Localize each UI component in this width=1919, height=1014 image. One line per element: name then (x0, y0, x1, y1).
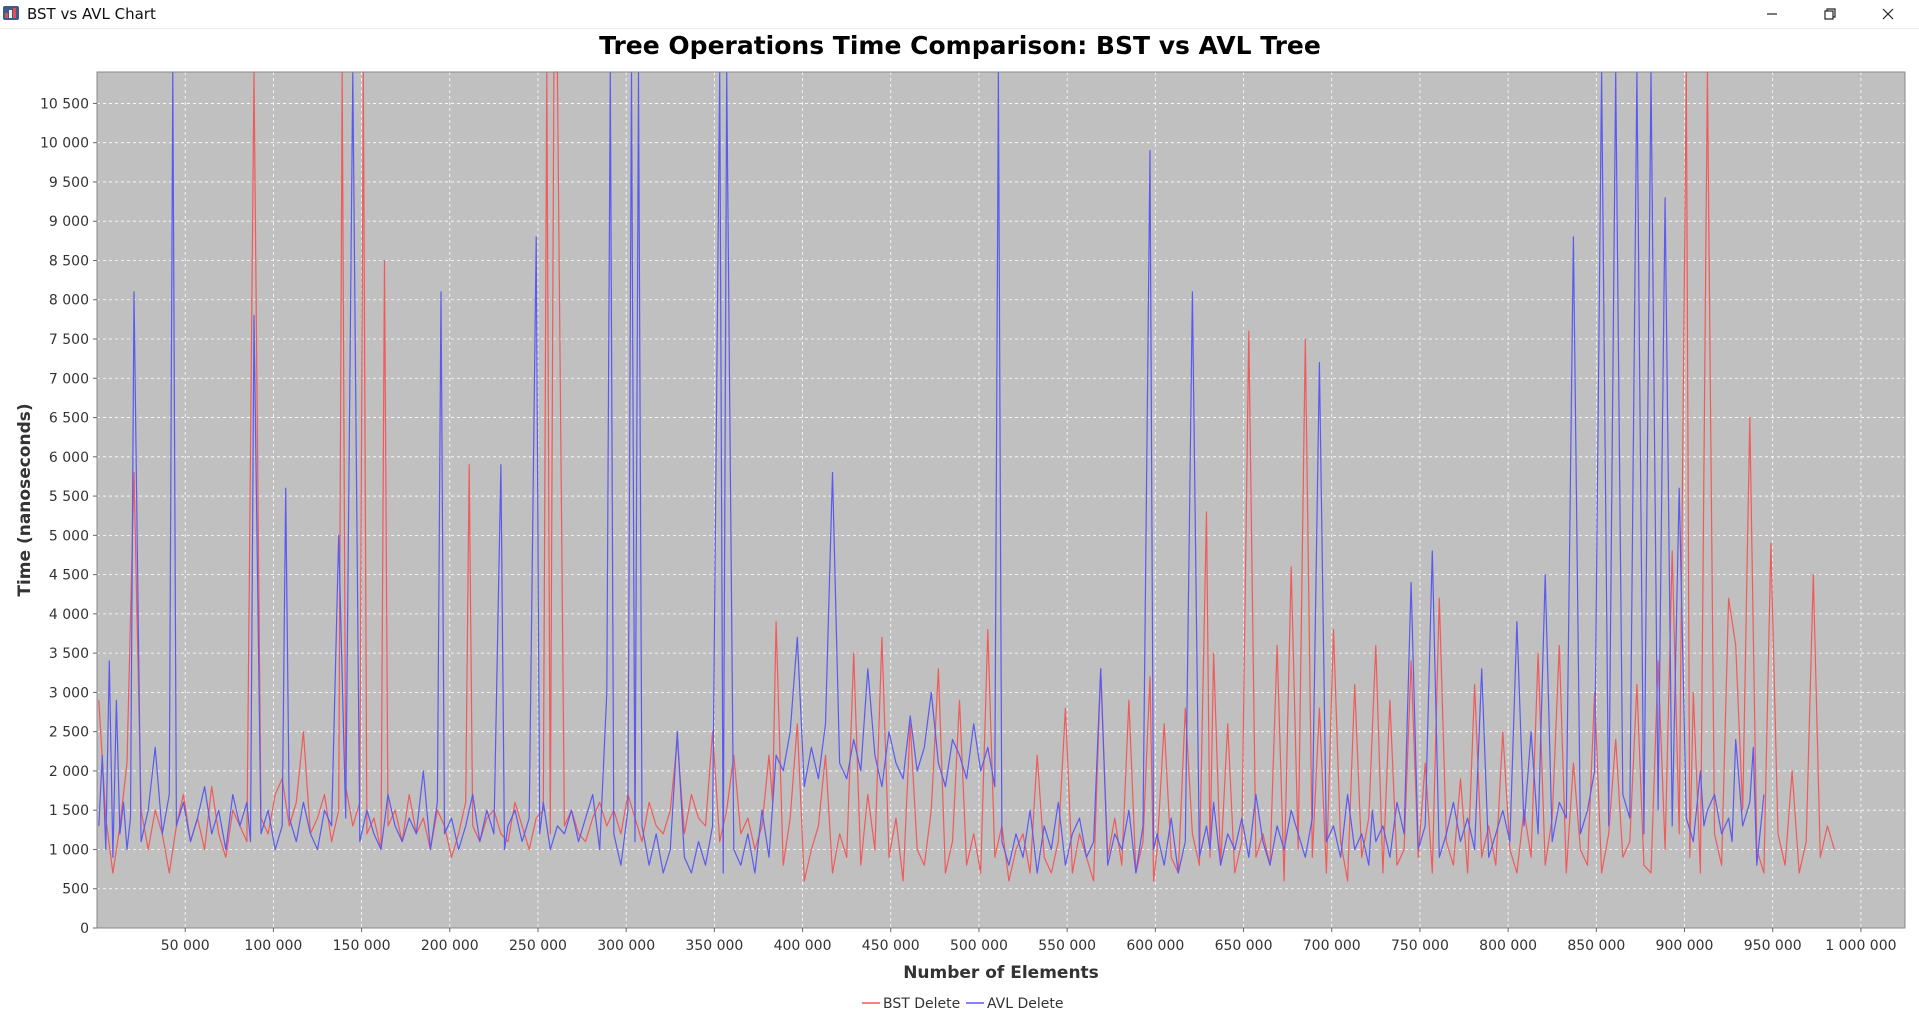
y-tick-label: 9 500 (49, 175, 89, 191)
x-tick-label: 800 000 (1479, 938, 1537, 954)
bst-delete-line (98, 71, 1835, 882)
y-tick-label: 6 000 (49, 450, 89, 466)
x-tick-label: 200 000 (421, 938, 479, 954)
y-tick-label: 4 500 (49, 568, 89, 584)
java-app-icon (3, 6, 19, 20)
series-lines (98, 71, 1835, 882)
x-tick-label: 850 000 (1567, 938, 1625, 954)
y-axis-label: Time (nanoseconds) (15, 403, 35, 596)
x-tick-label: 750 000 (1391, 938, 1449, 954)
restore-icon (1824, 8, 1836, 20)
avl-legend-label: AVL Delete (987, 996, 1064, 1012)
minimize-icon (1767, 13, 1777, 15)
x-tick-label: 900 000 (1656, 938, 1714, 954)
chart-title: Tree Operations Time Comparison: BST vs … (599, 31, 1321, 60)
y-tick-label: 10 500 (40, 96, 89, 112)
x-tick-label: 700 000 (1303, 938, 1361, 954)
y-tick-label: 2 000 (49, 764, 89, 780)
y-tick-label: 2 500 (49, 725, 89, 741)
x-axis-label: Number of Elements (903, 963, 1099, 983)
y-tick-label: 7 500 (49, 332, 89, 348)
x-tick-label: 500 000 (950, 938, 1008, 954)
plot-area (97, 72, 1905, 928)
chart: Tree Operations Time Comparison: BST vs … (15, 31, 1906, 1012)
legend: BST Delete AVL Delete (862, 996, 1064, 1012)
x-tick-label: 100 000 (244, 938, 302, 954)
minimize-button[interactable] (1743, 0, 1801, 28)
x-tick-label: 450 000 (862, 938, 920, 954)
y-tick-label: 0 (80, 921, 89, 937)
window-titlebar: BST vs AVL Chart (0, 0, 1919, 29)
y-tick-label: 5 500 (49, 489, 89, 505)
y-tick-label: 1 500 (49, 803, 89, 819)
y-tick-label: 8 500 (49, 253, 89, 269)
y-tick-label: 500 (62, 882, 89, 898)
x-tick-label: 350 000 (685, 938, 743, 954)
bst-legend-label: BST Delete (883, 996, 960, 1012)
x-tick-label: 250 000 (509, 938, 567, 954)
plot-border (96, 71, 1906, 929)
y-tick-label: 1 000 (49, 842, 89, 858)
x-tick-label: 600 000 (1126, 938, 1184, 954)
x-tick-label: 150 000 (333, 938, 391, 954)
x-tick-label: 300 000 (597, 938, 655, 954)
y-tick-label: 3 500 (49, 646, 89, 662)
x-tick-label: 400 000 (774, 938, 832, 954)
x-tick-label: 1 000 000 (1825, 938, 1896, 954)
y-tick-label: 9 000 (49, 214, 89, 230)
x-tick-label: 50 000 (161, 938, 210, 954)
y-tick-label: 10 000 (40, 136, 89, 152)
y-tick-label: 7 000 (49, 371, 89, 387)
x-tick-label: 550 000 (1038, 938, 1096, 954)
avl-delete-line (98, 71, 1765, 874)
y-tick-label: 8 000 (49, 293, 89, 309)
close-button[interactable] (1859, 0, 1917, 28)
close-icon (1882, 8, 1894, 20)
y-tick-label: 3 000 (49, 685, 89, 701)
axes: 0 500 1 000 1 500 2 000 2 500 3 000 3 500 4 000 4… (40, 96, 1897, 954)
y-tick-label: 6 500 (49, 411, 89, 427)
y-tick-label: 5 000 (49, 528, 89, 544)
x-tick-label: 650 000 (1215, 938, 1273, 954)
y-tick-label: 4 000 (49, 607, 89, 623)
x-tick-label: 950 000 (1744, 938, 1802, 954)
restore-button[interactable] (1801, 0, 1859, 28)
window-title: BST vs AVL Chart (27, 5, 156, 23)
